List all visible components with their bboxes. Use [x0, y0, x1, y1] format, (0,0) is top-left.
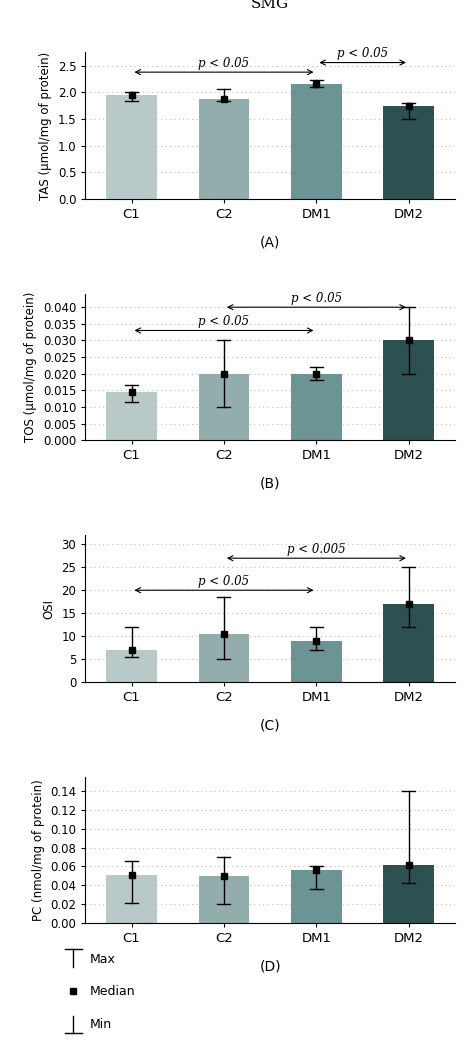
Text: Median: Median	[90, 985, 136, 998]
Bar	[106, 649, 157, 682]
Bar	[199, 99, 249, 198]
Bar	[383, 604, 434, 682]
Text: p < 0.05: p < 0.05	[199, 575, 249, 588]
Text: (D): (D)	[259, 960, 281, 973]
Bar	[106, 875, 157, 923]
Bar	[291, 641, 342, 682]
Text: (B): (B)	[260, 477, 281, 491]
Y-axis label: OSI: OSI	[43, 599, 56, 619]
Bar	[106, 95, 157, 198]
Text: p < 0.05: p < 0.05	[291, 292, 342, 305]
Y-axis label: TAS (μmol/mg of protein): TAS (μmol/mg of protein)	[39, 51, 52, 199]
Title: SMG: SMG	[251, 0, 289, 10]
Bar	[199, 634, 249, 682]
Bar	[383, 106, 434, 198]
Bar	[291, 84, 342, 198]
Text: p < 0.05: p < 0.05	[337, 47, 388, 61]
Text: (A): (A)	[260, 235, 280, 250]
Bar	[199, 876, 249, 923]
Text: p < 0.05: p < 0.05	[199, 316, 249, 328]
Bar	[106, 392, 157, 441]
Bar	[383, 864, 434, 923]
Text: p < 0.05: p < 0.05	[199, 57, 249, 70]
Bar	[291, 373, 342, 441]
Bar	[291, 871, 342, 923]
Y-axis label: TOS (μmol/mg of protein): TOS (μmol/mg of protein)	[24, 292, 37, 443]
Text: (C): (C)	[260, 719, 281, 732]
Text: p < 0.005: p < 0.005	[287, 543, 346, 556]
Text: Min: Min	[90, 1018, 112, 1031]
Text: Max: Max	[90, 954, 116, 966]
Bar	[199, 373, 249, 441]
Bar	[383, 341, 434, 441]
Y-axis label: PC (nmol/mg of protein): PC (nmol/mg of protein)	[32, 779, 45, 921]
